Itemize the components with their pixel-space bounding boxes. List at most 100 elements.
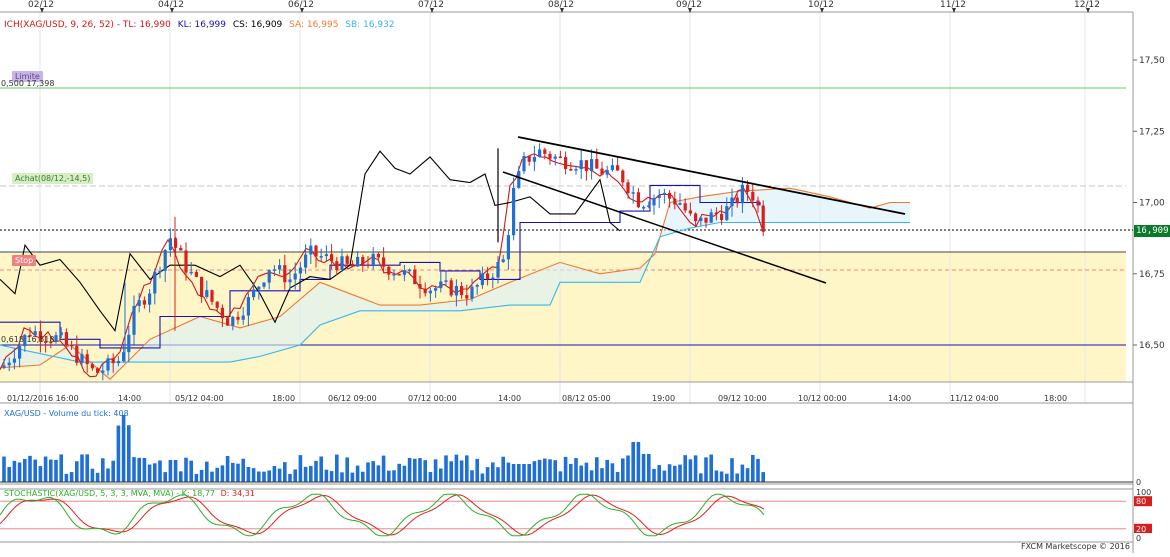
volume-bar bbox=[49, 459, 53, 482]
channel-upper-trendline[interactable] bbox=[517, 136, 906, 215]
volume-bar bbox=[116, 425, 121, 482]
bullish-candle bbox=[324, 254, 328, 257]
bullish-candle bbox=[137, 300, 141, 307]
bullish-candle bbox=[652, 198, 656, 206]
bullish-candle bbox=[538, 149, 542, 158]
sb-value: SB: 16,932 bbox=[345, 20, 395, 30]
bearish-candle bbox=[735, 197, 739, 204]
volume-bar bbox=[527, 464, 531, 482]
bullish-candle bbox=[532, 157, 536, 162]
volume-bar bbox=[205, 461, 209, 482]
bearish-candle bbox=[174, 238, 178, 248]
volume-bar bbox=[267, 470, 271, 482]
bullish-candle bbox=[740, 184, 744, 204]
bullish-candle bbox=[101, 370, 105, 373]
volume-bar bbox=[23, 458, 27, 482]
stoch-level-label: 100 bbox=[1136, 488, 1151, 497]
volume-bar bbox=[449, 461, 453, 482]
stop-order-tag[interactable]: Stop bbox=[12, 255, 37, 266]
current-price-badge: 16,909 bbox=[1134, 225, 1170, 237]
bearish-candle bbox=[28, 334, 32, 337]
bearish-candle bbox=[220, 307, 224, 319]
bullish-candle bbox=[246, 297, 250, 316]
volume-bar bbox=[595, 457, 599, 482]
volume-bar bbox=[517, 464, 521, 482]
volume-bar bbox=[522, 464, 526, 482]
bullish-candle bbox=[122, 352, 126, 362]
stochastic-d-value: D: 34,31 bbox=[220, 489, 255, 498]
volume-bar bbox=[392, 470, 396, 482]
volume-bar bbox=[194, 473, 199, 482]
volume-bar bbox=[626, 455, 630, 482]
stoch-level-label: 20 bbox=[1136, 525, 1146, 534]
volume-bar bbox=[501, 456, 505, 482]
volume-bar bbox=[636, 442, 641, 482]
volume-bar bbox=[579, 465, 583, 482]
bullish-candle bbox=[647, 205, 651, 208]
time-axis-label: 08/12 05:00 bbox=[562, 394, 611, 403]
bullish-candle bbox=[231, 316, 235, 326]
volume-bar bbox=[725, 473, 729, 482]
volume-bar bbox=[532, 461, 537, 482]
bearish-candle bbox=[96, 368, 100, 373]
volume-bar bbox=[80, 454, 84, 482]
top-date-label: 09/12 bbox=[676, 0, 702, 10]
bullish-candle bbox=[163, 250, 167, 271]
bearish-candle bbox=[616, 165, 620, 171]
volume-bar bbox=[366, 462, 370, 482]
bearish-candle bbox=[756, 200, 760, 206]
volume-bar bbox=[257, 471, 261, 482]
bearish-candle bbox=[75, 345, 79, 363]
bearish-candle bbox=[179, 247, 183, 251]
bullish-candle bbox=[106, 358, 110, 371]
limit-order-label: Limite bbox=[15, 72, 40, 81]
channel-lower-trendline[interactable] bbox=[502, 171, 827, 284]
volume-bar bbox=[43, 456, 48, 482]
bullish-candle bbox=[501, 259, 505, 262]
volume-bar bbox=[428, 472, 433, 482]
bearish-candle bbox=[38, 331, 42, 342]
bearish-candle bbox=[668, 192, 672, 199]
bearish-candle bbox=[330, 254, 334, 262]
volume-bar bbox=[543, 458, 547, 482]
volume-bar bbox=[95, 472, 100, 482]
bullish-candle bbox=[33, 331, 37, 336]
volume-bar bbox=[142, 457, 147, 482]
bullish-candle bbox=[470, 286, 474, 299]
stop-order-label: Stop bbox=[15, 256, 34, 265]
volume-bar bbox=[69, 472, 74, 482]
bearish-candle bbox=[704, 217, 708, 223]
volume-bar bbox=[215, 467, 219, 482]
volume-bar bbox=[293, 469, 297, 482]
volume-bar bbox=[444, 455, 448, 482]
bullish-candle bbox=[522, 155, 526, 172]
limit-order-tag[interactable]: Limite bbox=[12, 71, 43, 82]
volume-bar bbox=[610, 463, 615, 482]
bullish-candle bbox=[7, 362, 11, 366]
bearish-candle bbox=[636, 192, 640, 208]
top-date-label: 07/12 bbox=[418, 0, 444, 10]
bullish-candle bbox=[80, 354, 84, 363]
bearish-candle bbox=[720, 214, 724, 221]
entry-order-tag[interactable]: Achat(08/12,-14,5) bbox=[12, 173, 94, 184]
bullish-candle bbox=[506, 235, 510, 260]
bullish-candle bbox=[444, 280, 448, 282]
bearish-candle bbox=[543, 149, 547, 154]
volume-bar bbox=[589, 470, 594, 482]
volume-bar bbox=[101, 458, 105, 482]
bullish-candle bbox=[205, 290, 209, 297]
bearish-candle bbox=[751, 191, 755, 201]
time-axis-label: 09/12 10:00 bbox=[718, 394, 767, 403]
bullish-candle bbox=[12, 358, 16, 363]
cs-value: CS: 16,909 bbox=[232, 20, 283, 30]
volume-bar bbox=[314, 460, 318, 482]
volume-bar bbox=[173, 460, 178, 482]
volume-bar bbox=[615, 472, 620, 482]
bullish-candle bbox=[153, 271, 157, 294]
volume-bar bbox=[236, 463, 240, 482]
volume-bar bbox=[439, 468, 443, 482]
volume-bar bbox=[345, 457, 349, 482]
volume-bar bbox=[158, 460, 162, 482]
